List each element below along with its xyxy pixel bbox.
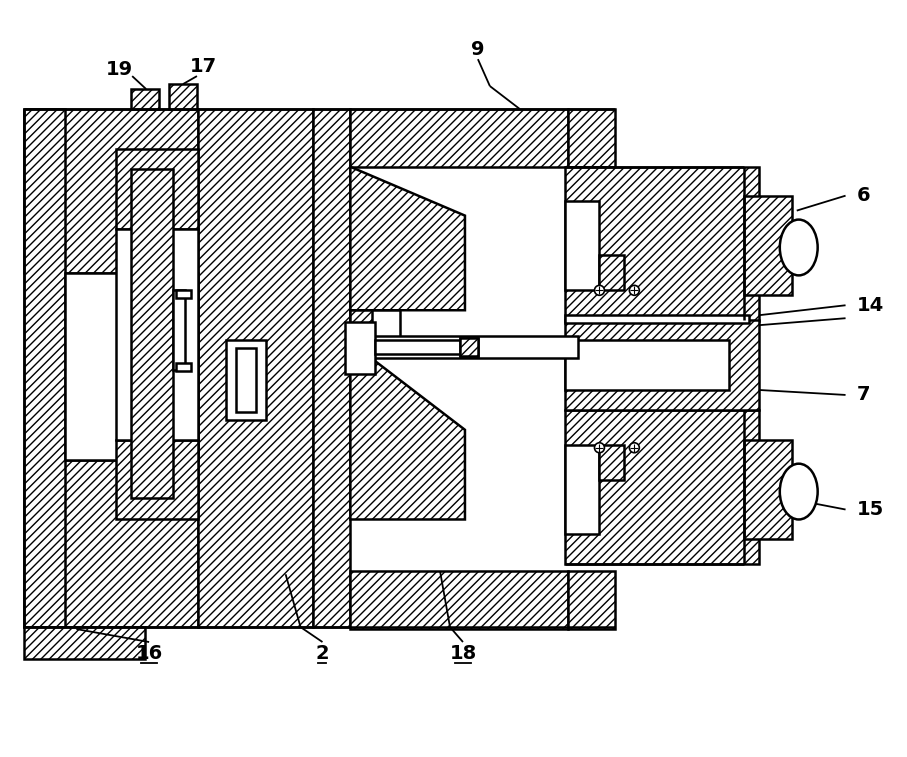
Text: 15: 15 <box>856 500 883 519</box>
Bar <box>460 338 478 356</box>
Bar <box>600 255 624 291</box>
Bar <box>236 348 256 412</box>
Bar <box>24 109 65 627</box>
Bar <box>564 320 759 410</box>
Bar <box>169 84 197 109</box>
Bar <box>313 109 350 627</box>
Bar <box>744 440 792 540</box>
Bar <box>564 410 759 564</box>
Bar <box>600 445 624 480</box>
Bar <box>350 310 372 342</box>
Bar <box>350 109 568 167</box>
Bar <box>198 109 313 627</box>
Bar <box>564 315 749 323</box>
Bar <box>350 572 568 629</box>
Bar <box>564 201 600 291</box>
Ellipse shape <box>780 220 817 276</box>
Bar <box>350 310 400 342</box>
Circle shape <box>594 443 604 453</box>
Bar <box>176 291 191 298</box>
Bar <box>132 169 173 497</box>
Text: 19: 19 <box>106 60 132 79</box>
Circle shape <box>594 285 604 295</box>
Polygon shape <box>350 167 465 310</box>
Text: 6: 6 <box>856 186 870 205</box>
Text: 18: 18 <box>449 644 476 663</box>
Bar <box>350 336 578 358</box>
Bar <box>116 229 198 440</box>
Bar <box>65 273 198 459</box>
Circle shape <box>629 443 639 453</box>
Ellipse shape <box>780 464 817 519</box>
Text: 16: 16 <box>135 644 162 663</box>
Bar <box>226 340 266 420</box>
Text: 2: 2 <box>316 644 329 663</box>
Bar <box>24 627 145 659</box>
Bar <box>744 195 792 295</box>
Bar <box>24 109 198 273</box>
Bar <box>568 109 616 167</box>
Bar <box>568 572 616 629</box>
Polygon shape <box>350 342 465 519</box>
Bar <box>564 167 759 321</box>
Text: 7: 7 <box>856 385 870 404</box>
Bar <box>375 340 475 354</box>
Bar <box>116 440 198 519</box>
Bar <box>346 322 375 374</box>
Bar <box>564 340 729 390</box>
Bar <box>460 338 478 356</box>
Bar <box>116 149 198 229</box>
Text: 9: 9 <box>471 39 484 59</box>
Bar <box>24 459 198 627</box>
Bar <box>176 363 191 371</box>
Bar <box>564 445 600 534</box>
Bar <box>132 89 159 109</box>
Text: 17: 17 <box>190 57 217 76</box>
Circle shape <box>629 285 639 295</box>
Text: 14: 14 <box>856 296 883 315</box>
Bar <box>173 291 185 370</box>
